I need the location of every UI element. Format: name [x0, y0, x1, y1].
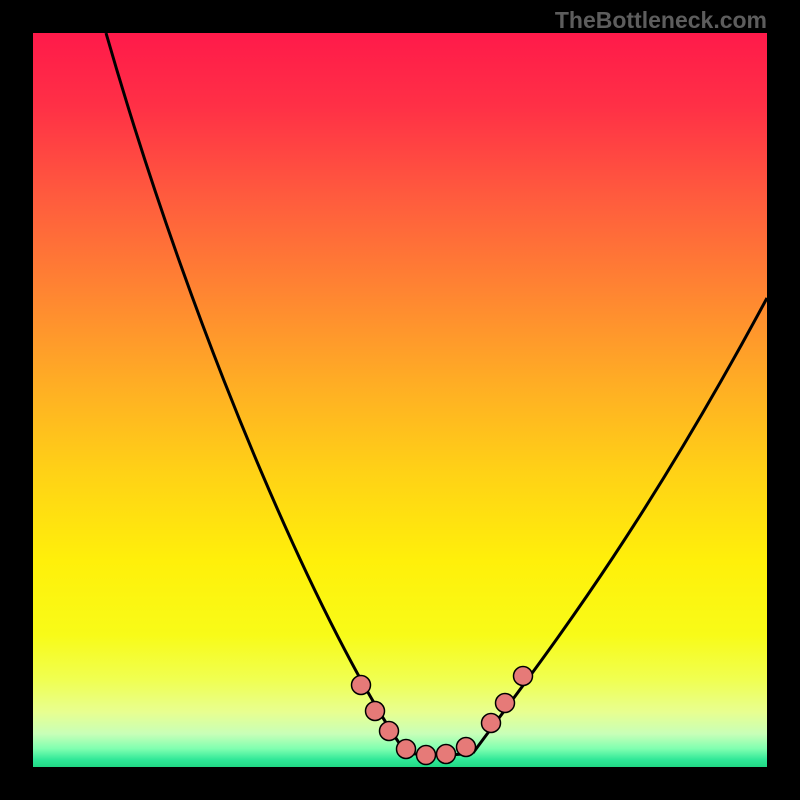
curve-marker [417, 746, 436, 765]
curve-marker [482, 714, 501, 733]
curve-marker [457, 738, 476, 757]
plot-frame [33, 33, 767, 767]
curve-marker [352, 676, 371, 695]
curve-marker [496, 694, 515, 713]
curve-marker [437, 745, 456, 764]
bottleneck-curve [33, 33, 767, 767]
curve-marker [397, 740, 416, 759]
curve-marker [514, 667, 533, 686]
curve-marker [380, 722, 399, 741]
watermark-text: TheBottleneck.com [555, 7, 767, 34]
curve-marker [366, 702, 385, 721]
